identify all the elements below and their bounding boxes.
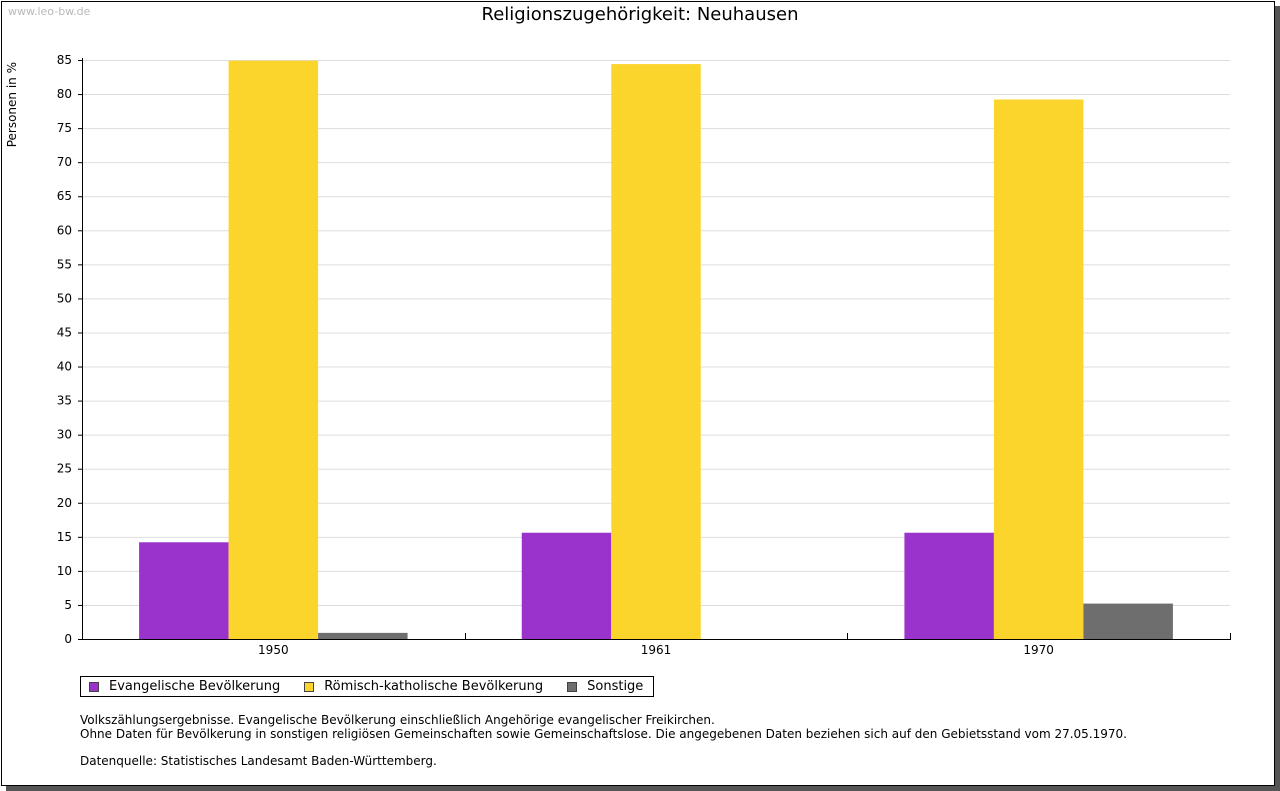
y-tick-label: 10	[57, 564, 72, 578]
legend-swatch-evangelisch	[89, 681, 99, 692]
bar-1970-Sonstige	[1083, 603, 1173, 639]
y-tick-label: 35	[57, 394, 72, 408]
y-tick-label: 40	[57, 360, 72, 374]
y-axis-label: Personen in %	[5, 62, 19, 147]
legend-label-sonstige: Sonstige	[587, 679, 644, 694]
y-tick-label: 70	[57, 155, 72, 169]
bar-1961-Evangelische Bevölkerung	[521, 532, 612, 639]
legend: Evangelische Bevölkerung Römisch-katholi…	[80, 676, 655, 697]
legend-item-evangelisch: Evangelische Bevölkerung	[89, 679, 280, 694]
y-tick-label: 45	[57, 325, 72, 339]
footnote-line-1: Volkszählungsergebnisse. Evangelische Be…	[80, 713, 715, 727]
y-tick-label: 20	[57, 496, 72, 510]
bar-1950-Römisch-katholische Bevölkerung	[228, 60, 319, 640]
footnotes: Volkszählungsergebnisse. Evangelische Be…	[80, 713, 1127, 768]
y-tick-label: 15	[57, 530, 72, 544]
legend-swatch-sonstige	[567, 681, 578, 692]
y-tick-label: 65	[57, 189, 72, 203]
y-tick-label: 5	[64, 598, 72, 612]
legend-item-sonstige: Sonstige	[567, 679, 643, 694]
legend-swatch-katholisch	[304, 681, 315, 692]
y-tick-label: 75	[57, 121, 72, 135]
bar-1950-Sonstige	[318, 632, 408, 639]
data-source: Datenquelle: Statistisches Landesamt Bad…	[80, 754, 437, 768]
y-tick-label: 80	[57, 87, 72, 101]
y-tick-label: 50	[57, 291, 72, 305]
bar-1970-Römisch-katholische Bevölkerung	[993, 99, 1084, 639]
watermark: www.leo-bw.de	[8, 5, 91, 18]
bar-1970-Evangelische Bevölkerung	[904, 532, 994, 639]
chart-title: Religionszugehörigkeit: Neuhausen	[481, 4, 799, 25]
y-tick-label: 55	[57, 257, 72, 271]
legend-item-katholisch: Römisch-katholische Bevölkerung	[304, 679, 543, 694]
x-tick-label: 1970	[1023, 643, 1054, 657]
y-tick-label: 60	[57, 223, 72, 237]
x-tick-label: 1950	[258, 643, 289, 657]
bar-1961-Römisch-katholische Bevölkerung	[611, 64, 701, 640]
x-tick-label: 1961	[641, 643, 672, 657]
bar-1950-Evangelische Bevölkerung	[139, 542, 229, 639]
legend-label-evangelisch: Evangelische Bevölkerung	[109, 679, 281, 694]
footnote-line-2: Ohne Daten für Bevölkerung in sonstigen …	[80, 727, 1127, 741]
y-tick-label: 85	[57, 53, 72, 67]
y-tick-label: 0	[64, 632, 72, 646]
legend-label-katholisch: Römisch-katholische Bevölkerung	[324, 679, 544, 694]
y-tick-label: 25	[57, 462, 72, 476]
y-tick-label: 30	[57, 428, 72, 442]
